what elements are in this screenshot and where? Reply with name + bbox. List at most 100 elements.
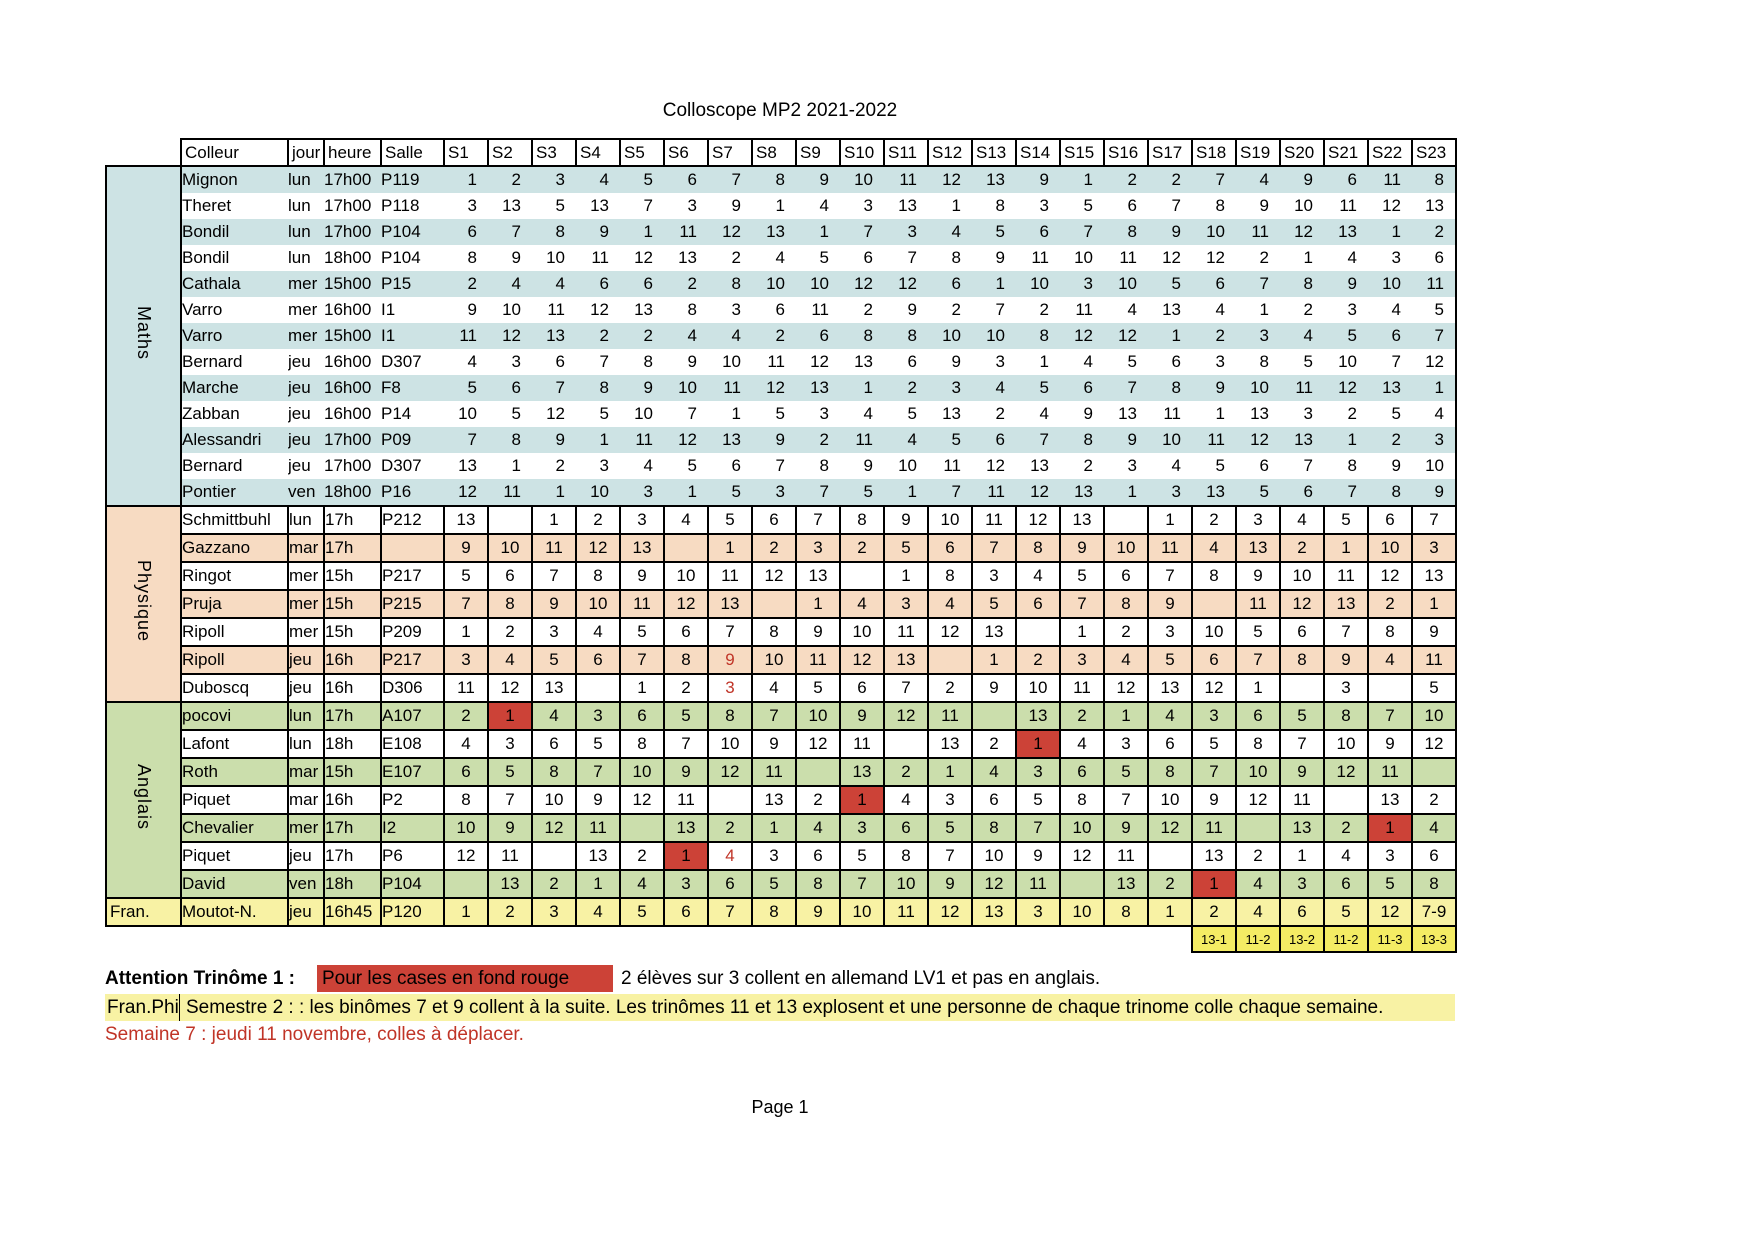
session-cell: 6 <box>863 248 873 267</box>
session-cell: 4 <box>928 219 972 245</box>
session-cell: 13 <box>1323 589 1369 619</box>
session-cell: 11 <box>795 645 841 675</box>
session-cell: 5 <box>1191 729 1237 759</box>
session-cell: 11 <box>487 841 533 871</box>
session-cell: 1 <box>731 404 741 423</box>
table-row: Lafont lun 18h E108 4 3 6 5 8 7 10 9 12 11 13 2 1 4 3 6 5 8 7 1… <box>106 729 1457 759</box>
session-cell: 11 <box>1280 375 1324 401</box>
session-cell: 10 <box>883 869 929 899</box>
session-cell: 7 <box>1235 645 1281 675</box>
session-cell: 6 <box>775 300 785 319</box>
session-cell: 10 <box>1368 271 1412 297</box>
session-cell: 8 <box>1103 897 1149 927</box>
session-cell: 4 <box>575 617 621 647</box>
session-cell: 7 <box>1191 757 1237 787</box>
session-cell: 11 <box>1103 841 1149 871</box>
session-cell: 9 <box>511 248 521 267</box>
session-cell: 3 <box>1147 617 1193 647</box>
session-cell: 1 <box>1039 352 1049 371</box>
session-cell: 8 <box>1104 219 1148 245</box>
session-cell: 11 <box>488 479 532 506</box>
session-cell: 6 <box>751 505 797 535</box>
session-cell: 8 <box>1412 166 1457 193</box>
session-cell: 7 <box>707 897 753 927</box>
session-cell: 10 <box>795 701 841 731</box>
session-cell: 8 <box>643 352 653 371</box>
session-cell: 7 <box>1324 479 1368 506</box>
session-cell: 7-9 <box>1411 897 1457 927</box>
note-semestre-text: Semestre 2 : : les binômes 7 et 9 collen… <box>186 996 1384 1018</box>
session-cell: 7 <box>840 219 884 245</box>
session-cell: 9 <box>663 757 709 787</box>
header-salle: Salle <box>380 138 445 167</box>
session-cell: 10 <box>1191 617 1237 647</box>
table-row: Alessandri jeu 17h00 P09 7 8 9 1 11 12 13 9 2 11 4 5 6 7 8… <box>106 427 1457 453</box>
session-cell: 7 <box>1171 196 1181 215</box>
session-cell: 1 <box>927 757 973 787</box>
session-cell: 1 <box>532 479 576 506</box>
session-cell: 3 <box>532 166 576 193</box>
table-row: Pruja mer 15h P215 7 8 9 10 11 12 13 1 4 3 4 5 6 7 8 9 11 12 1… <box>106 589 1457 619</box>
session-cell: 7 <box>795 505 841 535</box>
session-cell: 1 <box>795 589 841 619</box>
session-cell: 10 <box>664 375 708 401</box>
session-cell: 1 <box>1059 617 1105 647</box>
header-session-S18: S18 <box>1191 138 1237 167</box>
session-cell: 8 <box>1280 271 1324 297</box>
session-cell: 4 <box>488 271 532 297</box>
jour-cell: lun <box>288 166 324 193</box>
session-cell: 1 <box>531 505 577 535</box>
session-cell: 3 <box>1039 196 1049 215</box>
session-cell: 3 <box>752 479 796 506</box>
session-cell: 2 <box>883 757 929 787</box>
session-cell: 12 <box>531 813 577 843</box>
salle-cell <box>380 533 445 563</box>
session-cell: 12 <box>1367 561 1413 591</box>
header-session-S19: S19 <box>1235 138 1281 167</box>
session-cell: 10 <box>971 841 1017 871</box>
session-cell: 13 <box>1162 300 1181 319</box>
heure-cell: 17h00 <box>324 166 381 193</box>
session-cell: 9 <box>1103 813 1149 843</box>
session-cell: 5 <box>1391 404 1401 423</box>
session-cell: 9 <box>1279 757 1325 787</box>
jour-cell: jeu <box>287 645 325 675</box>
session-cell: 3 <box>620 479 664 506</box>
session-cell: 4 <box>1059 729 1105 759</box>
session-cell: 7 <box>708 166 752 193</box>
session-cell: 9 <box>907 300 917 319</box>
header-session-S22: S22 <box>1367 138 1413 167</box>
session-cell: 9 <box>1147 589 1193 619</box>
header-session-S12: S12 <box>927 138 973 167</box>
session-cell: 7 <box>444 427 488 453</box>
session-cell: 3 <box>1411 533 1457 563</box>
session-cell: 7 <box>643 196 653 215</box>
session-cell: 12 <box>1104 323 1148 349</box>
session-cell: 13 <box>575 841 621 871</box>
session-cell: 1 <box>1147 897 1193 927</box>
session-cell: 7 <box>1104 375 1148 401</box>
session-cell: 5 <box>511 404 521 423</box>
session-cell: 5 <box>599 404 609 423</box>
session-cell: 6 <box>1279 617 1325 647</box>
session-cell: 1 <box>1324 427 1368 453</box>
session-cell: 7 <box>796 479 840 506</box>
session-cell: 1 <box>1103 701 1149 731</box>
session-cell: 12 <box>1103 673 1149 703</box>
session-cell: 2 <box>731 248 741 267</box>
session-cell: 13 <box>1192 479 1236 506</box>
jour-cell: lun <box>288 248 311 267</box>
session-cell: 7 <box>928 479 972 506</box>
session-cell: 7 <box>907 248 917 267</box>
session-cell: 6 <box>839 673 885 703</box>
session-cell <box>883 729 929 759</box>
session-cell: 8 <box>1347 456 1357 475</box>
colleur-name: Duboscq <box>180 673 289 703</box>
session-cell: 6 <box>1015 589 1061 619</box>
jour-cell: mer <box>288 300 318 319</box>
session-cell: 3 <box>707 673 753 703</box>
colleur-name: Alessandri <box>181 427 288 453</box>
session-cell: 7 <box>443 589 489 619</box>
session-cell: 12 <box>444 479 488 506</box>
session-cell <box>1103 505 1149 535</box>
